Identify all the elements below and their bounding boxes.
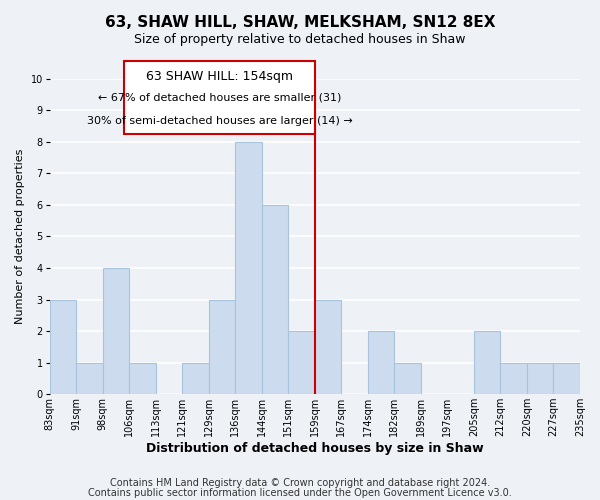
X-axis label: Distribution of detached houses by size in Shaw: Distribution of detached houses by size …	[146, 442, 484, 455]
Bar	[50, 300, 76, 394]
Bar	[474, 331, 500, 394]
Bar	[209, 300, 235, 394]
Bar	[394, 362, 421, 394]
Text: Contains public sector information licensed under the Open Government Licence v3: Contains public sector information licen…	[88, 488, 512, 498]
Bar	[368, 331, 394, 394]
Y-axis label: Number of detached properties: Number of detached properties	[15, 148, 25, 324]
Bar	[235, 142, 262, 394]
Bar	[262, 205, 289, 394]
Bar	[289, 331, 315, 394]
FancyBboxPatch shape	[124, 62, 315, 134]
Bar	[500, 362, 527, 394]
Text: ← 67% of detached houses are smaller (31): ← 67% of detached houses are smaller (31…	[98, 92, 341, 102]
Bar	[76, 362, 103, 394]
Bar	[182, 362, 209, 394]
Bar	[103, 268, 129, 394]
Bar	[527, 362, 553, 394]
Text: 63, SHAW HILL, SHAW, MELKSHAM, SN12 8EX: 63, SHAW HILL, SHAW, MELKSHAM, SN12 8EX	[105, 15, 495, 30]
Text: Contains HM Land Registry data © Crown copyright and database right 2024.: Contains HM Land Registry data © Crown c…	[110, 478, 490, 488]
Text: 63 SHAW HILL: 154sqm: 63 SHAW HILL: 154sqm	[146, 70, 293, 82]
Text: Size of property relative to detached houses in Shaw: Size of property relative to detached ho…	[134, 32, 466, 46]
Bar	[315, 300, 341, 394]
Text: 30% of semi-detached houses are larger (14) →: 30% of semi-detached houses are larger (…	[86, 116, 352, 126]
Bar	[129, 362, 156, 394]
Bar	[553, 362, 580, 394]
